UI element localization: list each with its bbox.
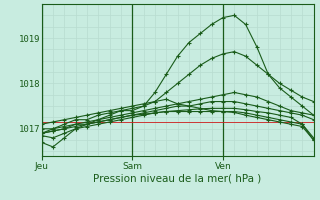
X-axis label: Pression niveau de la mer( hPa ): Pression niveau de la mer( hPa )	[93, 173, 262, 183]
